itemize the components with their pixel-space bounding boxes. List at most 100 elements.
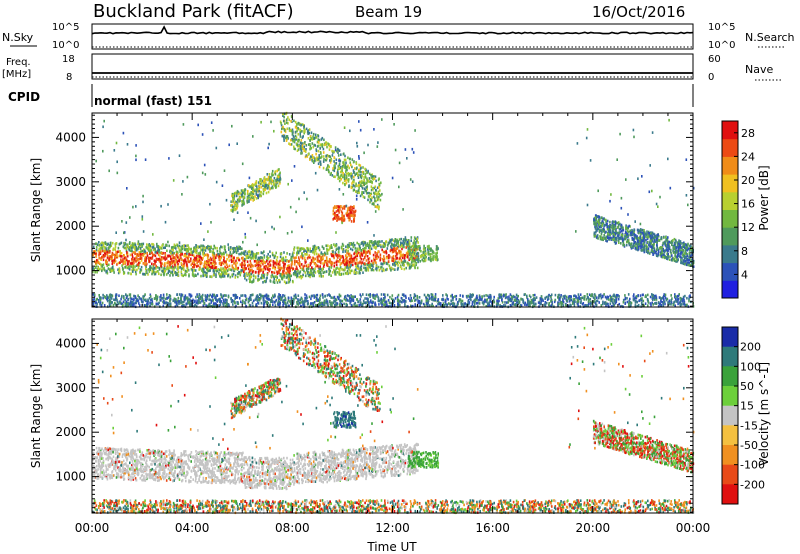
echo-point	[615, 227, 617, 231]
echo-point	[692, 259, 695, 263]
echo-point	[303, 264, 306, 268]
echo-point	[434, 258, 437, 261]
echo-point	[151, 300, 154, 303]
echo-point	[477, 301, 479, 305]
echo-point	[329, 155, 331, 159]
echo-point	[132, 268, 135, 271]
echo-point	[204, 273, 207, 277]
echo-point	[657, 233, 659, 236]
echo-point	[646, 237, 649, 241]
echo-point	[659, 195, 661, 199]
echo-point	[359, 180, 362, 184]
echo-point	[250, 198, 252, 201]
echo-point	[377, 178, 380, 182]
echo-point	[270, 180, 273, 183]
echo-point	[243, 200, 245, 204]
echo-point	[301, 275, 304, 279]
echo-point	[625, 243, 628, 247]
echo-point	[338, 211, 340, 214]
echo-point	[408, 247, 411, 250]
echo-point	[414, 254, 417, 258]
echo-point	[117, 261, 120, 265]
nsky-label: N.Sky	[2, 31, 34, 44]
echo-point	[257, 261, 259, 265]
echo-point	[337, 218, 339, 221]
echo-point	[352, 257, 354, 261]
echo-point	[142, 272, 144, 276]
echo-point	[359, 170, 361, 173]
echo-point	[109, 255, 112, 258]
echo-point	[676, 258, 678, 262]
echo-point	[586, 128, 589, 131]
echo-point	[310, 268, 312, 271]
echo-point	[151, 246, 154, 249]
echo-point	[409, 251, 411, 255]
echo-point	[302, 254, 304, 257]
echo-point	[250, 256, 252, 260]
echo-point	[226, 253, 228, 257]
echo-point	[371, 202, 374, 206]
echo-point	[356, 251, 359, 255]
echo-point	[355, 184, 357, 187]
echo-point	[423, 257, 426, 260]
echo-point	[595, 230, 597, 234]
echo-point	[341, 166, 343, 170]
echo-point	[360, 251, 362, 254]
echo-point	[620, 206, 623, 210]
echo-point	[410, 299, 412, 303]
echo-point	[424, 254, 427, 257]
echo-point	[334, 272, 336, 276]
echo-point	[351, 263, 354, 267]
echo-point	[373, 175, 375, 178]
echo-point	[240, 269, 242, 272]
echo-point	[283, 272, 285, 275]
echo-point	[204, 261, 206, 264]
echo-point	[230, 268, 233, 272]
echo-point	[160, 273, 162, 277]
echo-point	[215, 275, 217, 278]
echo-point	[233, 262, 235, 265]
echo-point	[637, 247, 640, 251]
echo-point	[358, 155, 360, 158]
echo-point	[301, 257, 304, 260]
echo-point	[379, 194, 382, 197]
echo-point	[602, 229, 605, 233]
echo-point	[233, 250, 236, 254]
echo-point	[339, 269, 341, 272]
echo-point	[181, 193, 183, 196]
echo-point	[195, 248, 197, 251]
echo-point	[358, 271, 360, 275]
echo-point	[336, 254, 339, 257]
echo-point	[373, 186, 375, 190]
echo-point	[655, 202, 658, 206]
echo-point	[282, 256, 285, 260]
echo-point	[241, 251, 243, 255]
echo-point	[353, 220, 355, 223]
echo-point	[243, 272, 246, 276]
echo-point	[173, 251, 176, 255]
echo-point	[356, 190, 359, 194]
echo-point	[365, 259, 368, 262]
echo-point	[398, 244, 400, 247]
echo-point	[301, 268, 304, 271]
echo-point	[686, 261, 689, 265]
echo-point	[673, 257, 676, 261]
echo-point	[192, 250, 194, 253]
echo-point	[392, 267, 395, 271]
echo-point	[116, 263, 118, 266]
echo-point	[333, 243, 335, 246]
echo-point	[119, 242, 122, 245]
echo-point	[233, 207, 236, 210]
echo-point	[268, 264, 271, 268]
echo-point	[276, 260, 278, 263]
echo-point	[257, 181, 260, 184]
echo-point	[219, 275, 221, 278]
echo-point	[611, 226, 613, 230]
echo-point	[334, 146, 337, 149]
echo-point	[198, 268, 200, 271]
echo-point	[293, 272, 295, 275]
echo-point	[377, 191, 379, 195]
echo-point	[362, 172, 365, 175]
echo-point	[342, 175, 344, 179]
echo-point	[208, 263, 210, 267]
